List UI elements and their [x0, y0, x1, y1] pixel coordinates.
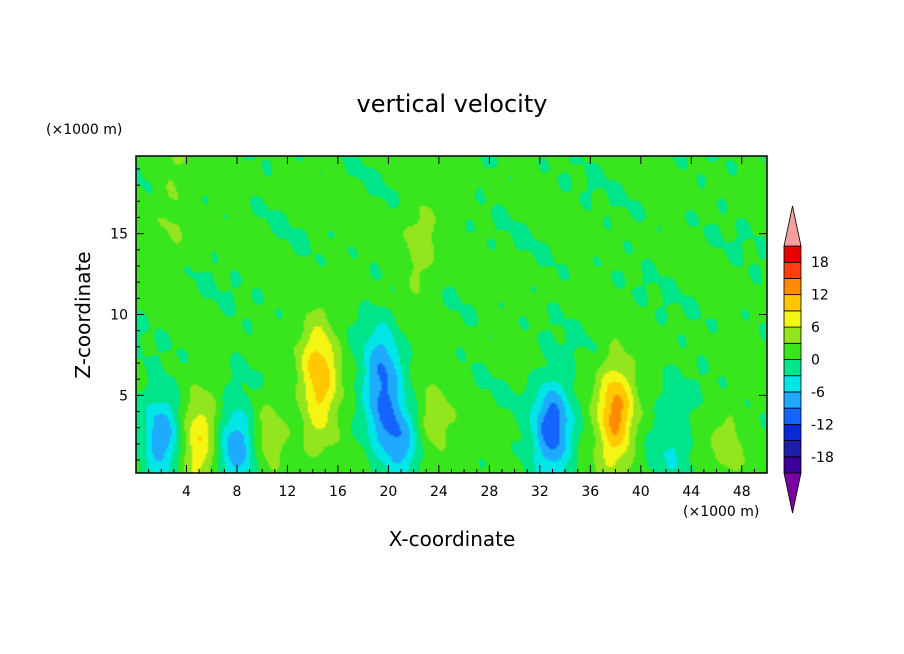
y-tick-label: 15 — [110, 227, 128, 243]
x-tick-label: 24 — [430, 484, 448, 500]
x-tick-label: 8 — [232, 484, 241, 500]
colorbar-bin — [783, 326, 802, 344]
x-tick-label: 12 — [279, 484, 297, 500]
colorbar-extend-high — [783, 205, 802, 247]
colorbar-bin — [783, 261, 802, 279]
colorbar-bin — [783, 310, 802, 328]
x-tick-label: 40 — [632, 484, 650, 500]
x-tick-label: 4 — [182, 484, 191, 500]
x-axis: 4 8 12 16 20 24 28 32 36 40 44 48 — [148, 156, 755, 500]
colorbar-label: -12 — [811, 417, 834, 433]
colorbar-bin — [783, 456, 802, 474]
colorbar-label: -18 — [811, 450, 834, 466]
colorbar-label: -6 — [811, 385, 825, 401]
colorbar-bin — [783, 294, 802, 312]
colorbar-bin — [783, 423, 802, 441]
y-tick-label: 10 — [110, 308, 128, 324]
colorbar: 18 12 6 0 -6 -12 -18 — [783, 205, 834, 514]
colorbar-extend-low — [783, 472, 802, 514]
colorbar-bin — [783, 278, 802, 296]
x-tick-label: 20 — [379, 484, 397, 500]
x-tick-label: 16 — [329, 484, 347, 500]
x-tick-label: 44 — [682, 484, 700, 500]
contour-field — [136, 156, 767, 473]
colorbar-bin — [783, 375, 802, 393]
y-axis-label: Z-coordinate — [71, 251, 95, 378]
colorbar-label: 12 — [811, 288, 829, 304]
y-tick-label: 5 — [119, 388, 128, 404]
colorbar-label: 6 — [811, 320, 820, 336]
plot-area — [136, 156, 767, 473]
colorbar-label: 0 — [811, 353, 820, 369]
colorbar-bin — [783, 342, 802, 360]
x-units-label: (×1000 m) — [683, 504, 759, 520]
colorbar-bin — [783, 245, 802, 263]
colorbar-bin — [783, 359, 802, 377]
x-tick-label: 48 — [733, 484, 751, 500]
y-axis: 5 10 15 — [110, 168, 767, 461]
colorbar-bin — [783, 440, 802, 458]
x-tick-label: 36 — [581, 484, 599, 500]
x-axis-label: X-coordinate — [389, 527, 516, 551]
chart-title: vertical velocity — [357, 90, 548, 118]
x-tick-label: 32 — [531, 484, 549, 500]
colorbar-bin — [783, 391, 802, 409]
y-units-label: (×1000 m) — [46, 122, 122, 138]
x-tick-label: 28 — [480, 484, 498, 500]
colorbar-bin — [783, 407, 802, 425]
colorbar-label: 18 — [811, 255, 829, 271]
